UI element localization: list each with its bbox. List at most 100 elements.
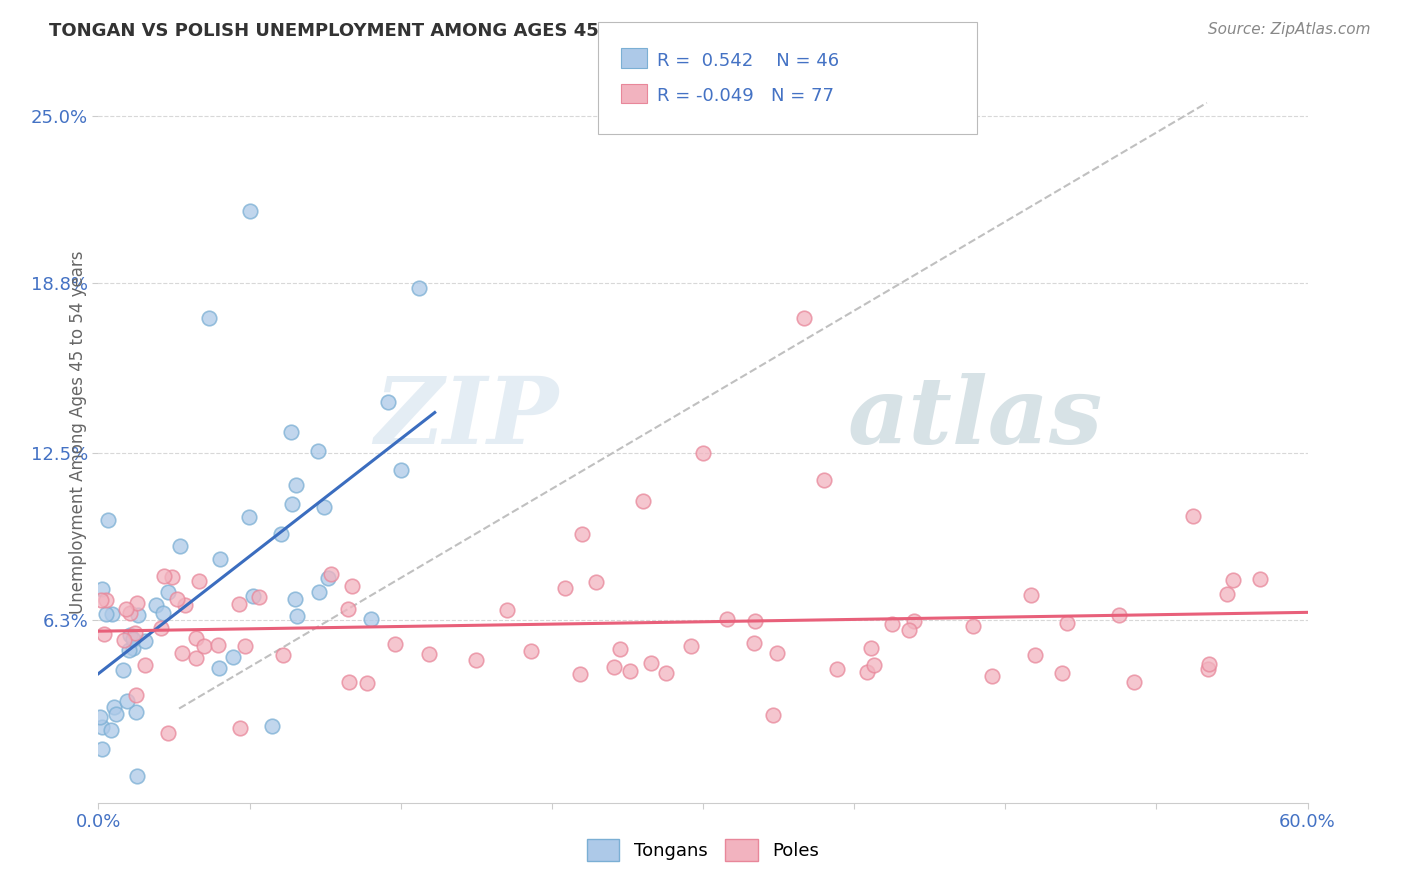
Point	[1024, 648, 1046, 662]
Point	[307, 444, 329, 458]
Point	[389, 463, 412, 477]
Point	[554, 582, 576, 596]
Point	[233, 639, 256, 653]
Point	[96, 593, 118, 607]
Text: ZIP: ZIP	[374, 373, 558, 463]
Point	[156, 726, 179, 740]
Point	[762, 708, 785, 723]
Point	[519, 644, 541, 658]
Point	[1122, 674, 1144, 689]
Point	[125, 706, 148, 720]
Point	[103, 699, 125, 714]
Point	[91, 582, 114, 596]
Point	[112, 633, 135, 648]
Point	[619, 665, 641, 679]
Point	[793, 311, 815, 326]
Point	[384, 637, 406, 651]
Point	[1222, 573, 1244, 587]
Point	[228, 597, 250, 611]
Point	[122, 640, 145, 655]
Point	[97, 513, 120, 527]
Point	[1197, 662, 1219, 676]
Point	[222, 650, 245, 665]
Point	[229, 721, 252, 735]
Point	[603, 660, 626, 674]
Point	[91, 742, 114, 756]
Point	[316, 571, 339, 585]
Point	[859, 641, 882, 656]
Point	[1050, 665, 1073, 680]
Point	[239, 203, 262, 218]
Point	[169, 539, 191, 553]
Point	[882, 617, 904, 632]
Point	[692, 446, 714, 460]
Point	[827, 661, 849, 675]
Point	[962, 619, 984, 633]
Point	[100, 607, 122, 621]
Point	[152, 607, 174, 621]
Text: R =  0.542    N = 46: R = 0.542 N = 46	[657, 52, 839, 70]
Point	[134, 658, 156, 673]
Point	[897, 623, 920, 637]
Point	[285, 478, 308, 492]
Point	[104, 707, 127, 722]
Point	[280, 425, 302, 439]
Point	[1216, 586, 1239, 600]
Point	[94, 607, 117, 621]
Point	[127, 769, 149, 783]
Point	[1249, 572, 1271, 586]
Point	[208, 552, 231, 566]
Point	[90, 593, 112, 607]
Point	[903, 615, 925, 629]
Point	[609, 642, 631, 657]
Point	[186, 650, 208, 665]
Point	[124, 626, 146, 640]
Point	[145, 598, 167, 612]
Point	[418, 648, 440, 662]
Point	[270, 526, 292, 541]
Point	[89, 710, 111, 724]
Point	[465, 653, 488, 667]
Point	[238, 510, 260, 524]
Point	[314, 500, 336, 514]
Point	[207, 638, 229, 652]
Point	[198, 311, 221, 326]
Point	[336, 602, 359, 616]
Point	[319, 567, 342, 582]
Point	[813, 473, 835, 487]
Point	[114, 602, 136, 616]
Point	[160, 569, 183, 583]
Point	[377, 394, 399, 409]
Point	[980, 669, 1002, 683]
Point	[90, 720, 112, 734]
Point	[193, 639, 215, 653]
Point	[120, 628, 142, 642]
Y-axis label: Unemployment Among Ages 45 to 54 years: Unemployment Among Ages 45 to 54 years	[69, 251, 87, 615]
Point	[149, 621, 172, 635]
Point	[408, 281, 430, 295]
Point	[208, 661, 231, 675]
Point	[1019, 588, 1042, 602]
Point	[285, 609, 308, 624]
Point	[188, 574, 211, 589]
Point	[247, 590, 270, 604]
Text: R = -0.049   N = 77: R = -0.049 N = 77	[657, 87, 834, 105]
Point	[744, 614, 766, 628]
Point	[260, 719, 283, 733]
Point	[117, 694, 139, 708]
Point	[308, 585, 330, 599]
Point	[271, 648, 294, 662]
Point	[568, 667, 591, 681]
Legend: Tongans, Poles: Tongans, Poles	[579, 831, 827, 868]
Point	[1181, 508, 1204, 523]
Point	[111, 663, 134, 677]
Point	[356, 676, 378, 690]
Point	[742, 636, 765, 650]
Point	[863, 657, 886, 672]
Point	[360, 612, 382, 626]
Text: atlas: atlas	[848, 373, 1104, 463]
Point	[340, 579, 363, 593]
Point	[152, 569, 174, 583]
Point	[766, 646, 789, 660]
Point	[571, 526, 593, 541]
